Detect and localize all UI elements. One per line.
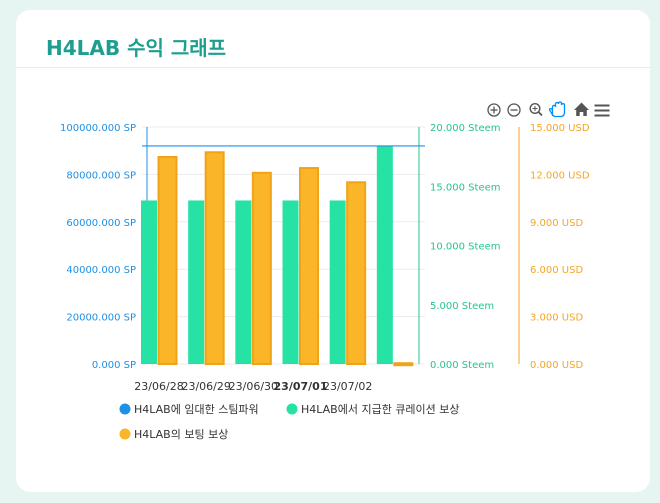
voting-reward-bar: [204, 151, 225, 365]
usd-axis-tick-label: 15.000 USD: [530, 123, 590, 134]
usd-axis-tick-label: 12.000 USD: [530, 170, 590, 181]
curation-reward-bar: [188, 200, 205, 364]
x-axis-category-label: 23/07/02: [323, 380, 372, 393]
voting-reward-bar: [346, 181, 367, 365]
magnifier-icon[interactable]: [529, 102, 543, 117]
voting-reward-bar: [157, 156, 178, 365]
voting-reward-bar: [251, 171, 272, 365]
steem-axis-tick-label: 10.000 Steem: [430, 242, 500, 253]
legend-marker: [119, 403, 131, 415]
chart-toolbar[interactable]: [487, 101, 610, 118]
x-axis-category-label: 23/06/29: [181, 380, 230, 393]
legend-label: H4LAB의 보팅 보상: [134, 428, 228, 441]
curation-reward-bar: [141, 200, 157, 364]
chart-axes: 100000.000 SP 80000.000 SP 60000.000 SP 400…: [60, 123, 590, 371]
voting-reward-bar: [393, 362, 414, 367]
hand-icon[interactable]: [548, 101, 566, 118]
usd-axis-tick-label: 9.000 USD: [530, 218, 583, 229]
sp-axis-tick-label: 20000.000 SP: [66, 313, 136, 324]
home-icon[interactable]: [574, 102, 589, 117]
chart-bars: [141, 145, 414, 367]
zoom-in-icon[interactable]: [487, 103, 501, 117]
curation-reward-bar: [376, 145, 393, 364]
title-divider: [16, 67, 650, 68]
sp-axis-tick-label: 60000.000 SP: [66, 218, 136, 229]
usd-axis-tick-label: 6.000 USD: [530, 265, 583, 276]
sp-axis-tick-label: 40000.000 SP: [66, 265, 136, 276]
curation-reward-bar: [329, 200, 346, 364]
x-axis-category-label: 23/06/30: [229, 380, 278, 393]
sp-axis-tick-label: 0.000 SP: [92, 360, 136, 371]
steem-axis-tick-label: 20.000 Steem: [430, 123, 500, 134]
x-axis-category-label: 23/07/01: [274, 380, 328, 393]
menu-icon[interactable]: [594, 104, 610, 117]
steem-axis-tick-label: 5.000 Steem: [430, 301, 494, 312]
x-axis-category-label: 23/06/28: [134, 380, 183, 393]
steem-axis-tick-label: 15.000 Steem: [430, 182, 500, 193]
curation-reward-bar: [282, 200, 299, 364]
chart-legend[interactable]: H4LAB에 임대한 스팀파워 H4LAB에서 지급한 큐레이션 보상 H4LAB의…: [119, 403, 460, 441]
legend-marker: [119, 428, 131, 440]
usd-axis-tick-label: 0.000 USD: [530, 360, 583, 371]
sp-axis-tick-label: 100000.000 SP: [60, 123, 136, 134]
zoom-out-icon[interactable]: [507, 103, 521, 117]
page-title: H4LAB 수익 그래프: [46, 36, 227, 60]
voting-reward-bar: [299, 167, 319, 365]
sp-axis-tick-label: 80000.000 SP: [66, 170, 136, 181]
steem-axis-tick-label: 0.000 Steem: [430, 360, 494, 371]
legend-label: H4LAB에 임대한 스팀파워: [134, 403, 259, 416]
legend-marker: [286, 403, 298, 415]
legend-label: H4LAB에서 지급한 큐레이션 보상: [301, 403, 460, 416]
curation-reward-bar: [235, 200, 252, 364]
usd-axis-tick-label: 3.000 USD: [530, 313, 583, 324]
